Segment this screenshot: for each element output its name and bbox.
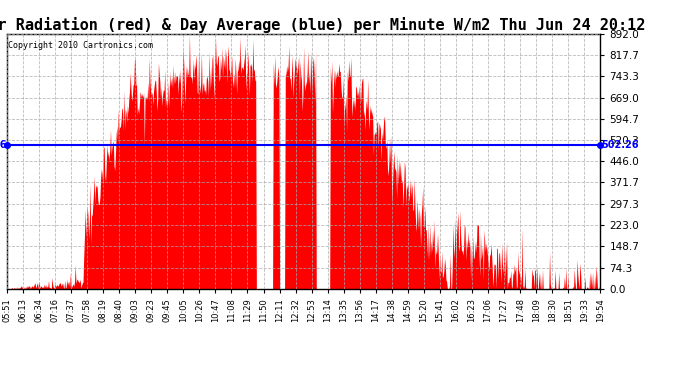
Text: 502.26: 502.26 [0, 140, 6, 150]
Text: Copyright 2010 Cartronics.com: Copyright 2010 Cartronics.com [8, 41, 153, 50]
Text: 502.26: 502.26 [601, 140, 638, 150]
Title: Solar Radiation (red) & Day Average (blue) per Minute W/m2 Thu Jun 24 20:12: Solar Radiation (red) & Day Average (blu… [0, 16, 646, 33]
